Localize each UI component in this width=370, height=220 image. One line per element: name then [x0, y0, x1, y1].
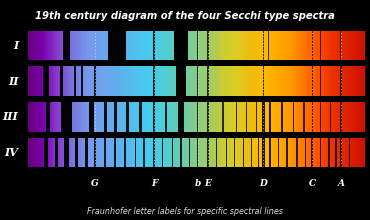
Bar	[340, 138, 342, 167]
Bar	[320, 66, 322, 96]
Text: G: G	[91, 179, 99, 188]
Bar	[81, 66, 83, 96]
Bar	[153, 138, 155, 167]
Bar	[269, 102, 271, 132]
Bar	[263, 66, 264, 96]
Bar	[262, 102, 265, 132]
Text: F: F	[151, 179, 157, 188]
Bar	[312, 66, 313, 96]
Bar	[189, 138, 190, 167]
Bar	[226, 138, 227, 167]
Text: Fraunhofer letter labels for specific spectral lines: Fraunhofer letter labels for specific sp…	[87, 207, 283, 216]
Bar	[293, 102, 295, 132]
Text: b: b	[195, 179, 201, 188]
Bar	[330, 102, 331, 132]
Text: III: III	[3, 111, 18, 122]
Bar	[320, 31, 321, 60]
Text: II: II	[8, 76, 18, 87]
Bar	[258, 138, 259, 167]
Bar	[251, 138, 252, 167]
Text: I: I	[13, 40, 18, 51]
Bar	[329, 138, 330, 167]
Bar	[312, 31, 313, 60]
Bar	[207, 102, 209, 132]
Bar	[94, 66, 96, 96]
Bar	[104, 102, 107, 132]
Bar	[90, 102, 94, 132]
Bar	[349, 138, 350, 167]
Bar	[46, 102, 50, 132]
Text: 19th century diagram of the four Secchi type spectra: 19th century diagram of the four Secchi …	[35, 11, 335, 21]
Bar	[153, 31, 155, 60]
Bar	[296, 138, 298, 167]
Bar	[207, 138, 209, 167]
Bar	[286, 138, 288, 167]
Bar	[197, 102, 198, 132]
Bar	[197, 66, 198, 96]
Bar	[243, 138, 244, 167]
Bar	[269, 138, 271, 167]
Bar	[75, 138, 78, 167]
Bar	[114, 138, 116, 167]
Bar	[61, 102, 71, 132]
Bar	[256, 102, 258, 132]
Bar	[320, 138, 322, 167]
Bar	[340, 31, 342, 60]
Bar	[43, 66, 49, 96]
Bar	[74, 66, 76, 96]
Bar	[135, 138, 136, 167]
Bar	[197, 138, 198, 167]
Bar	[85, 138, 88, 167]
Bar	[236, 102, 237, 132]
Bar	[278, 138, 279, 167]
Bar	[216, 138, 217, 167]
Bar	[222, 102, 224, 132]
Bar	[139, 102, 142, 132]
Bar	[153, 66, 155, 96]
Bar	[207, 31, 209, 60]
Bar	[60, 66, 63, 96]
Bar	[179, 138, 182, 167]
Bar	[64, 138, 69, 167]
Bar	[312, 138, 313, 167]
Bar	[335, 138, 336, 167]
Bar	[234, 138, 235, 167]
Bar	[153, 102, 155, 132]
Bar	[104, 138, 106, 167]
Bar	[178, 102, 184, 132]
Bar	[246, 102, 247, 132]
Text: E: E	[205, 179, 211, 188]
Bar	[63, 31, 70, 60]
Bar	[165, 102, 167, 132]
Bar	[320, 102, 322, 132]
Bar	[263, 31, 264, 60]
Bar	[197, 31, 198, 60]
Bar	[44, 138, 48, 167]
Bar	[94, 138, 96, 167]
Bar	[340, 102, 342, 132]
Bar	[172, 138, 174, 167]
Text: D: D	[260, 179, 267, 188]
Bar	[125, 102, 129, 132]
Bar	[305, 138, 306, 167]
Bar	[143, 138, 145, 167]
Bar	[124, 138, 127, 167]
Bar	[312, 102, 313, 132]
Bar	[174, 31, 188, 60]
Bar	[303, 102, 305, 132]
Text: A: A	[337, 179, 344, 188]
Bar	[108, 31, 126, 60]
Bar	[262, 138, 265, 167]
Bar	[114, 102, 117, 132]
Text: C: C	[309, 179, 316, 188]
Text: IV: IV	[4, 147, 19, 158]
Bar	[268, 31, 269, 60]
Bar	[340, 66, 342, 96]
Bar	[55, 138, 58, 167]
Bar	[207, 66, 209, 96]
Bar	[281, 102, 283, 132]
Bar	[162, 138, 163, 167]
Bar	[176, 66, 186, 96]
